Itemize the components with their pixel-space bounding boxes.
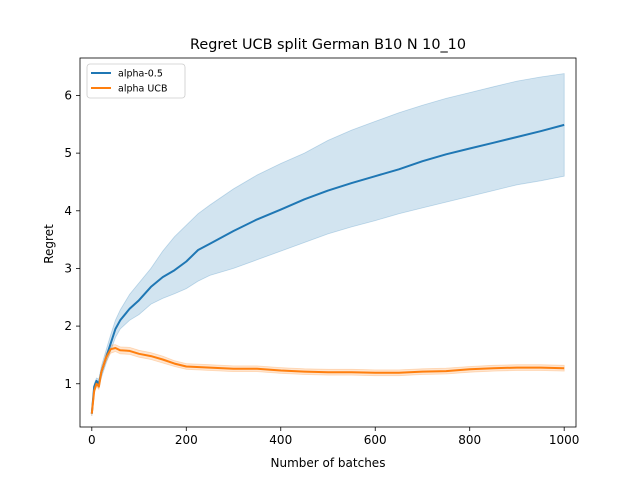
- y-tick-label: 2: [64, 319, 72, 333]
- x-tick-label: 200: [175, 433, 198, 447]
- x-tick-label: 800: [458, 433, 481, 447]
- y-axis-label: Regret: [42, 224, 56, 264]
- y-tick-label: 1: [64, 377, 72, 391]
- x-tick-label: 1000: [549, 433, 580, 447]
- x-tick-label: 0: [88, 433, 96, 447]
- series-0-confidence-band: [91, 73, 565, 417]
- legend-label-0: alpha-0.5: [118, 69, 163, 80]
- y-tick-label: 5: [64, 146, 72, 160]
- series-1-line: [90, 347, 565, 414]
- x-tick-label: 600: [364, 433, 387, 447]
- y-tick-label: 3: [64, 261, 72, 275]
- y-tick-label: 6: [64, 88, 72, 102]
- legend-box: [86, 63, 186, 99]
- x-tick-label: 400: [269, 433, 292, 447]
- legend-label-1: alpha UCB: [118, 84, 167, 95]
- series-1-confidence-band: [91, 344, 565, 417]
- plot-frame: [79, 57, 577, 428]
- y-tick-label: 4: [64, 204, 72, 218]
- x-axis-label: Number of batches: [271, 456, 386, 470]
- chart-title: Regret UCB split German B10 N 10_10: [190, 37, 466, 53]
